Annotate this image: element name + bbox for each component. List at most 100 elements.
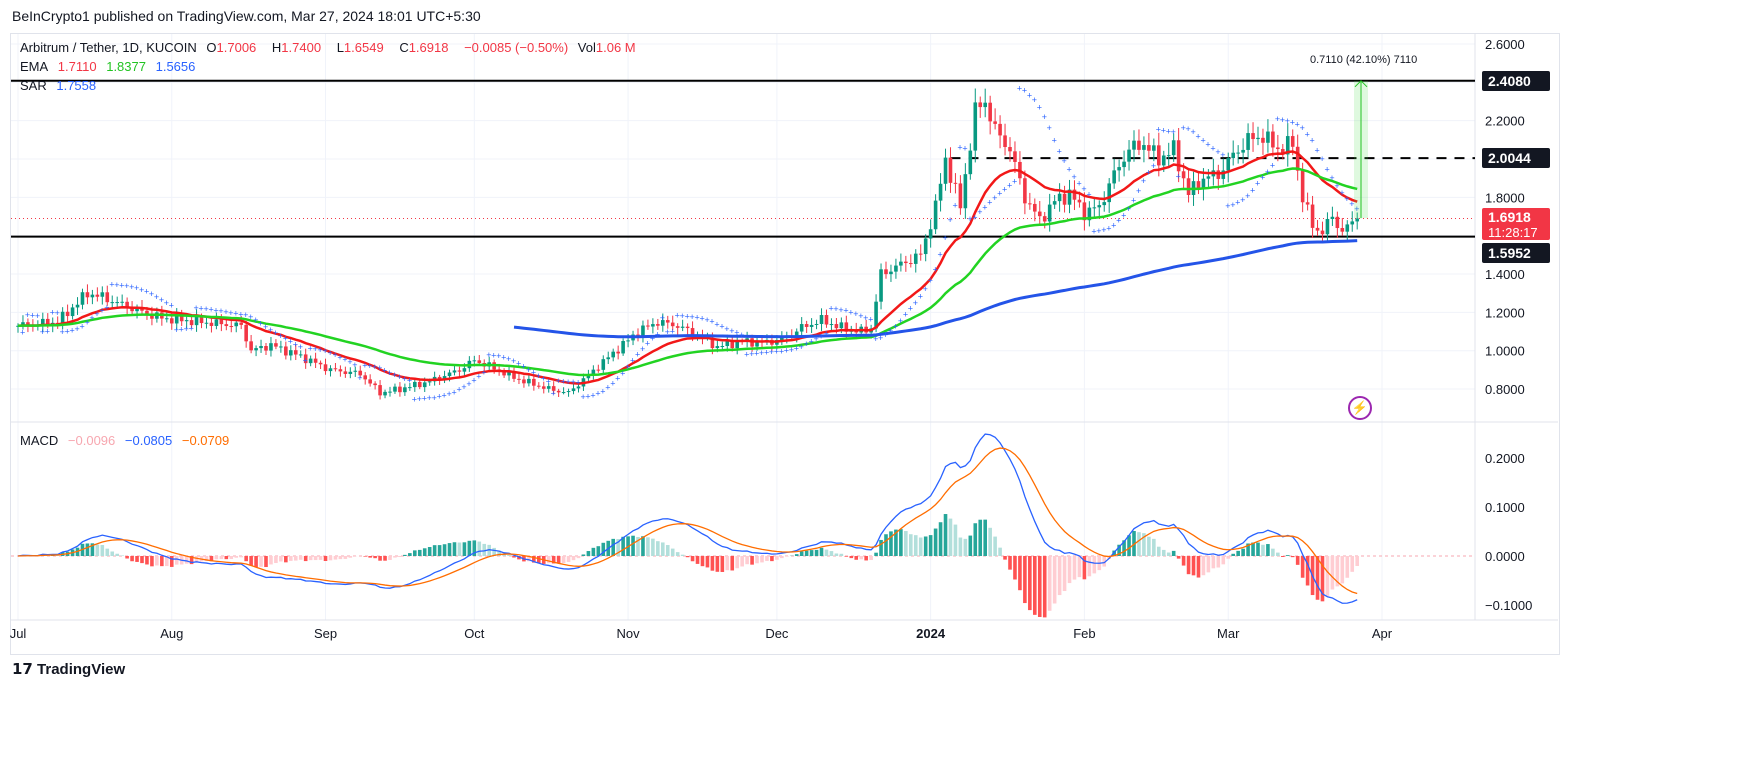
macd-histogram-bar — [298, 556, 303, 560]
candle-up — [1166, 155, 1171, 157]
sar-dot: + — [199, 304, 204, 314]
sar-dot: + — [938, 249, 943, 259]
macd-histogram-bar — [1132, 530, 1136, 556]
sar-dot: + — [590, 390, 595, 400]
candle-up — [561, 392, 566, 394]
macd-histogram-bar — [1271, 548, 1275, 556]
macd-histogram-bar — [923, 536, 928, 556]
candle-down — [274, 343, 278, 347]
candle-down — [904, 261, 908, 264]
ema-legend[interactable]: EMA 1.7110 1.8377 1.5656 — [20, 59, 201, 74]
macd-histogram-bar — [239, 556, 243, 558]
candle-down — [958, 183, 963, 209]
sar-dot: + — [20, 328, 25, 338]
sar-dot: + — [1250, 185, 1255, 195]
candle-down — [199, 316, 204, 324]
macd-histogram-bar — [556, 556, 561, 564]
macd-histogram-bar — [467, 540, 472, 556]
candle-down — [219, 319, 224, 325]
macd-histogram-bar — [755, 556, 759, 564]
sar-dot: + — [382, 366, 387, 376]
sar-dot: + — [1166, 126, 1171, 136]
sar-dot: + — [1071, 172, 1076, 182]
sar-dot: + — [556, 376, 561, 386]
candle-up — [1107, 183, 1111, 203]
macd-histogram-bar — [1052, 556, 1057, 604]
candle-down — [551, 386, 556, 391]
candle-up — [1102, 202, 1107, 206]
macd-histogram-bar — [993, 536, 997, 556]
time-axis-label: Sep — [314, 626, 337, 641]
sar-legend[interactable]: SAR 1.7558 — [20, 78, 102, 93]
sar-dot: + — [1200, 136, 1205, 146]
macd-histogram-bar — [1226, 556, 1231, 559]
candle-down — [1008, 147, 1012, 152]
macd-histogram-bar — [422, 548, 427, 556]
sar-dot: + — [471, 375, 476, 385]
candle-up — [90, 294, 95, 298]
sar-dot: + — [154, 292, 159, 302]
candle-down — [1033, 203, 1037, 212]
macd-histogram-bar — [1171, 550, 1176, 556]
sar-dot: + — [551, 388, 556, 398]
lightning-icon[interactable]: ⚡ — [1348, 396, 1372, 420]
candle-down — [363, 375, 367, 380]
candle-down — [834, 324, 839, 329]
candle-down — [65, 311, 70, 317]
sar-dot: + — [213, 305, 218, 315]
sar-dot: + — [422, 394, 427, 404]
sar-dot: + — [729, 326, 734, 336]
candle-up — [1047, 204, 1052, 222]
sar-dot: + — [248, 312, 253, 322]
candle-down — [1281, 149, 1285, 155]
sar-dot: + — [804, 339, 809, 349]
macd-histogram-bar — [943, 514, 948, 556]
sar-dot: + — [779, 346, 784, 356]
sar-dot: + — [1141, 176, 1146, 186]
macd-histogram-bar — [135, 556, 139, 562]
macd-histogram-bar — [224, 556, 229, 560]
logo-text: TradingView — [37, 661, 126, 678]
candle-up — [1132, 140, 1136, 150]
ema-50-line — [17, 167, 1358, 377]
macd-histogram-bar — [780, 556, 784, 559]
macd-histogram-bar — [373, 556, 377, 559]
sar-dot: + — [575, 377, 580, 387]
sar-dot: + — [1151, 161, 1156, 171]
sar-dot: + — [194, 303, 199, 313]
macd-histogram-bar — [1137, 532, 1141, 556]
sar-dot: + — [466, 379, 471, 389]
time-axis-label: Jul — [10, 626, 27, 641]
sar-dot: + — [1116, 215, 1121, 225]
candle-up — [16, 325, 20, 327]
sar-dot: + — [1057, 146, 1062, 156]
symbol-title[interactable]: Arbitrum / Tether, 1D, KUCOIN — [20, 40, 197, 55]
sar-dot: + — [35, 311, 40, 321]
macd-histogram-bar — [189, 556, 194, 565]
candle-up — [611, 351, 615, 358]
macd-histogram-bar — [1221, 556, 1226, 565]
candle-down — [249, 341, 253, 351]
macd-histogram-bar — [150, 556, 154, 567]
candle-down — [596, 369, 601, 371]
macd-histogram-bar — [497, 550, 501, 556]
sar-dot: + — [1285, 116, 1290, 126]
tradingview-logo[interactable]: 𝟭𝟳 TradingView — [12, 660, 125, 678]
candle-up — [388, 391, 392, 393]
macd-histogram-bar — [1033, 556, 1037, 615]
candle-up — [651, 324, 655, 327]
sar-dot: + — [531, 368, 536, 378]
macd-histogram-bar — [814, 549, 819, 556]
candle-up — [641, 325, 645, 337]
macd-histogram-bar — [1206, 556, 1211, 573]
candle-up — [1052, 201, 1057, 205]
candle-up — [923, 238, 928, 255]
macd-legend[interactable]: MACD −0.0096 −0.0805 −0.0709 — [20, 433, 235, 448]
macd-histogram-bar — [90, 543, 95, 556]
macd-histogram-bar — [963, 538, 968, 556]
candle-up — [1092, 207, 1097, 209]
sar-dot: + — [1032, 95, 1037, 105]
sar-dot: + — [451, 387, 456, 397]
sar-dot: + — [1101, 225, 1106, 235]
